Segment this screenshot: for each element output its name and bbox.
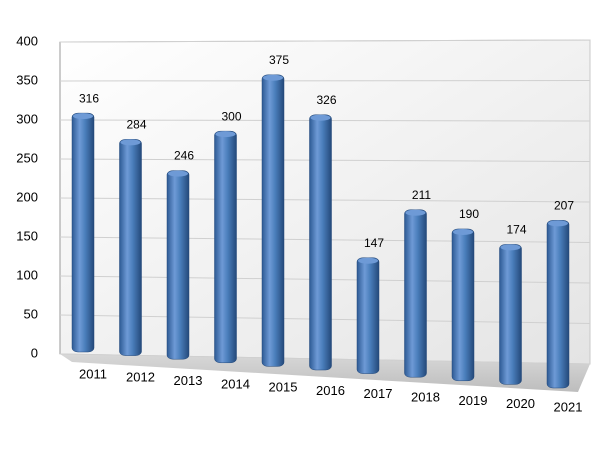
- value-label: 174: [506, 223, 526, 237]
- value-label: 211: [412, 188, 431, 202]
- bar-top: [168, 170, 188, 177]
- bar-top: [73, 113, 93, 120]
- y-tick-label: 400: [16, 33, 38, 48]
- value-label: 375: [269, 53, 289, 67]
- value-label: 190: [459, 207, 479, 221]
- bar-top: [453, 228, 473, 235]
- grid-line: [59, 39, 591, 43]
- bar-top: [500, 244, 521, 251]
- bar: [261, 74, 285, 367]
- x-tick-label: 2019: [459, 393, 488, 408]
- y-tick-label: 300: [16, 111, 38, 126]
- x-tick-label: 2014: [221, 376, 250, 391]
- value-label: 300: [221, 109, 241, 123]
- x-tick-label: 2020: [506, 396, 535, 411]
- bar-top: [358, 257, 378, 264]
- y-tick-label: 150: [16, 228, 38, 243]
- x-tick-label: 2021: [554, 399, 583, 414]
- bar: [451, 228, 475, 382]
- y-tick-label: 200: [16, 189, 38, 204]
- y-tick-label: 100: [16, 267, 38, 282]
- x-tick-label: 2017: [364, 386, 393, 401]
- value-label: 316: [79, 91, 99, 105]
- bar-top: [548, 220, 568, 227]
- y-tick-label: 250: [16, 150, 38, 165]
- bar: [499, 244, 522, 385]
- bar: [546, 220, 570, 389]
- bar: [71, 112, 95, 353]
- value-label: 207: [554, 199, 574, 213]
- x-tick-label: 2013: [174, 373, 203, 388]
- y-tick-label: 0: [31, 345, 38, 360]
- value-label: 147: [364, 236, 384, 250]
- bar-top: [120, 139, 141, 146]
- x-tick-label: 2016: [316, 383, 345, 398]
- bar: [214, 130, 237, 364]
- y-tick-label: 350: [16, 72, 38, 87]
- bar: [309, 114, 332, 371]
- x-tick-label: 2015: [269, 380, 298, 395]
- bar-top: [215, 131, 236, 138]
- value-label: 246: [174, 149, 194, 163]
- bar: [119, 139, 142, 356]
- y-tick-label: 50: [24, 306, 38, 321]
- grid-line: [59, 80, 591, 82]
- bar: [356, 257, 380, 374]
- value-label: 284: [126, 118, 146, 132]
- bar-top: [263, 74, 283, 81]
- bar-top: [405, 209, 426, 216]
- x-tick-label: 2018: [411, 390, 440, 405]
- x-tick-label: 2011: [79, 366, 107, 381]
- bar-top: [310, 114, 331, 121]
- bar: [166, 170, 190, 360]
- value-label: 326: [316, 93, 336, 107]
- bar: [404, 209, 427, 378]
- x-tick-label: 2012: [126, 370, 155, 385]
